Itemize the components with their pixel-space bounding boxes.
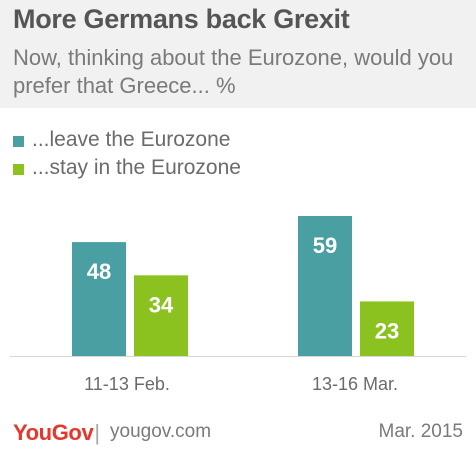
data-label-stay-1: 34 (149, 292, 174, 317)
bar-stay-2 (360, 301, 414, 356)
x-tick-label-1: 11-13 Feb. (84, 374, 170, 394)
data-label-leave-1: 48 (87, 259, 111, 284)
yougov-logo-text: YouGov (13, 420, 94, 445)
legend-swatch-leave (13, 135, 24, 147)
footer-date: Mar. 2015 (378, 421, 464, 442)
footer-url[interactable]: yougov.com (110, 421, 212, 442)
data-label-leave-2: 59 (313, 233, 337, 258)
bar-leave-1 (72, 242, 126, 356)
legend-swatch-stay (13, 163, 24, 175)
legend-item-stay: ...stay in the Eurozone (13, 154, 241, 182)
chart-subtitle: Now, thinking about the Eurozone, would … (13, 45, 454, 98)
chart-header: More Germans back Grexit Now, thinking a… (0, 0, 476, 108)
logo-separator: | (94, 420, 100, 445)
yougov-logo[interactable]: YouGov| (13, 420, 102, 446)
legend-label-leave: ...leave the Eurozone (32, 128, 231, 151)
chart-title: More Germans back Grexit (13, 4, 350, 34)
bar-stay-1 (134, 275, 188, 356)
x-tick-label-2: 13-16 Mar. (312, 374, 398, 394)
bar-leave-2 (298, 216, 352, 356)
data-label-stay-2: 23 (375, 318, 399, 343)
chart-legend: ...leave the Eurozone ...stay in the Eur… (13, 126, 241, 182)
legend-item-leave: ...leave the Eurozone (13, 126, 241, 154)
legend-label-stay: ...stay in the Eurozone (32, 156, 241, 179)
